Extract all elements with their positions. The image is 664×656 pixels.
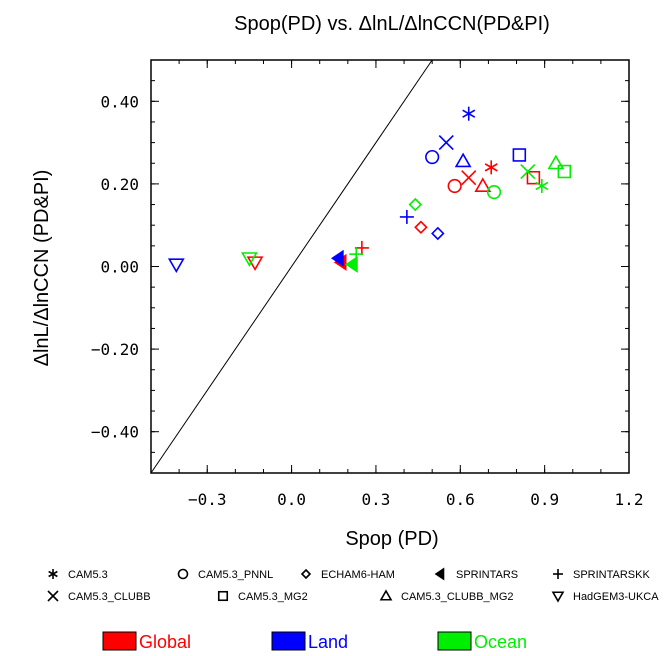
x-tick-label: 0.3 (361, 490, 390, 509)
legend-label: HadGEM3-UKCA (573, 591, 659, 603)
legend-marker (379, 589, 393, 601)
data-points (167, 106, 572, 274)
data-point (535, 178, 549, 193)
data-point (241, 252, 258, 267)
legend-label: CAM5.3_PNNL (198, 569, 273, 581)
y-axis-label: ΔlnL/ΔlnCCN (PD&PI) (31, 170, 53, 367)
legend-swatch (102, 631, 137, 651)
x-tick-label: 0.9 (530, 490, 559, 509)
data-point (461, 170, 477, 186)
data-point (486, 185, 502, 200)
data-point (438, 135, 454, 151)
data-point (414, 220, 428, 234)
legend-series-name: Global (139, 632, 191, 652)
legend-marker (551, 591, 565, 603)
axis-ticks: −0.3 0.0 0.3 0.6 0.9 1.2 0.40 0.20 0.00 −0.20 −0.4… (91, 59, 644, 509)
legend-label: SPRINTARS (456, 569, 518, 581)
data-point (425, 149, 440, 165)
legend-marker (434, 567, 445, 581)
legend-label: CAM5.3 (68, 569, 108, 581)
legend-series-name: Land (308, 632, 348, 652)
data-point (447, 178, 462, 194)
one-to-one-line (150, 59, 433, 474)
data-point (454, 152, 472, 168)
data-point (512, 148, 527, 162)
x-tick-label: 0.6 (446, 490, 475, 509)
chart-title: Spop(PD) vs. ΔlnL/ΔlnCCN(PD&PI) (234, 13, 550, 35)
legend-marker (48, 569, 58, 579)
data-point (520, 163, 536, 180)
legend-label: ECHAM6-HAM (321, 569, 395, 581)
region-legend: Global Land Ocean (102, 631, 527, 652)
legend-marker (217, 590, 229, 602)
legend-swatch (437, 631, 472, 651)
y-tick-label: 0.20 (100, 175, 139, 194)
data-point (431, 226, 445, 241)
legend-marker (47, 590, 59, 602)
data-point (408, 197, 423, 212)
legend-series-name: Ocean (474, 632, 527, 652)
data-point (462, 106, 476, 121)
data-point (474, 177, 492, 193)
data-point (526, 170, 541, 185)
legend-swatch (271, 631, 306, 651)
data-point (330, 249, 344, 267)
x-tick-label: −0.3 (188, 490, 227, 509)
legend-marker (177, 568, 189, 580)
data-point (167, 258, 185, 274)
x-tick-label: 0.0 (277, 490, 306, 509)
x-tick-label: 1.2 (615, 490, 644, 509)
y-tick-label: 0.40 (100, 92, 139, 111)
data-point (246, 256, 264, 271)
y-tick-label: −0.40 (91, 423, 139, 442)
legend-label: CAM5.3_CLUBB (68, 591, 151, 603)
y-tick-label: 0.00 (100, 258, 139, 277)
legend-label: CAM5.3_MG2 (238, 591, 308, 603)
x-axis-label: Spop (PD) (345, 528, 438, 550)
legend-marker (553, 569, 563, 579)
data-point (484, 160, 498, 175)
data-point (399, 209, 414, 224)
legend-marker (300, 568, 312, 580)
legend-label: CAM5.3_CLUBB_MG2 (401, 591, 514, 603)
data-point (354, 240, 369, 255)
data-point (349, 247, 364, 262)
y-tick-label: −0.20 (91, 340, 139, 359)
data-point (547, 154, 565, 170)
marker-legend: CAM5.3 CAM5.3_PNNL ECHAM6-HAM SPRINTARS SPRI… (47, 567, 659, 603)
data-point (345, 255, 358, 273)
data-point (557, 164, 572, 179)
legend-label: SPRINTARSKK (573, 569, 650, 581)
